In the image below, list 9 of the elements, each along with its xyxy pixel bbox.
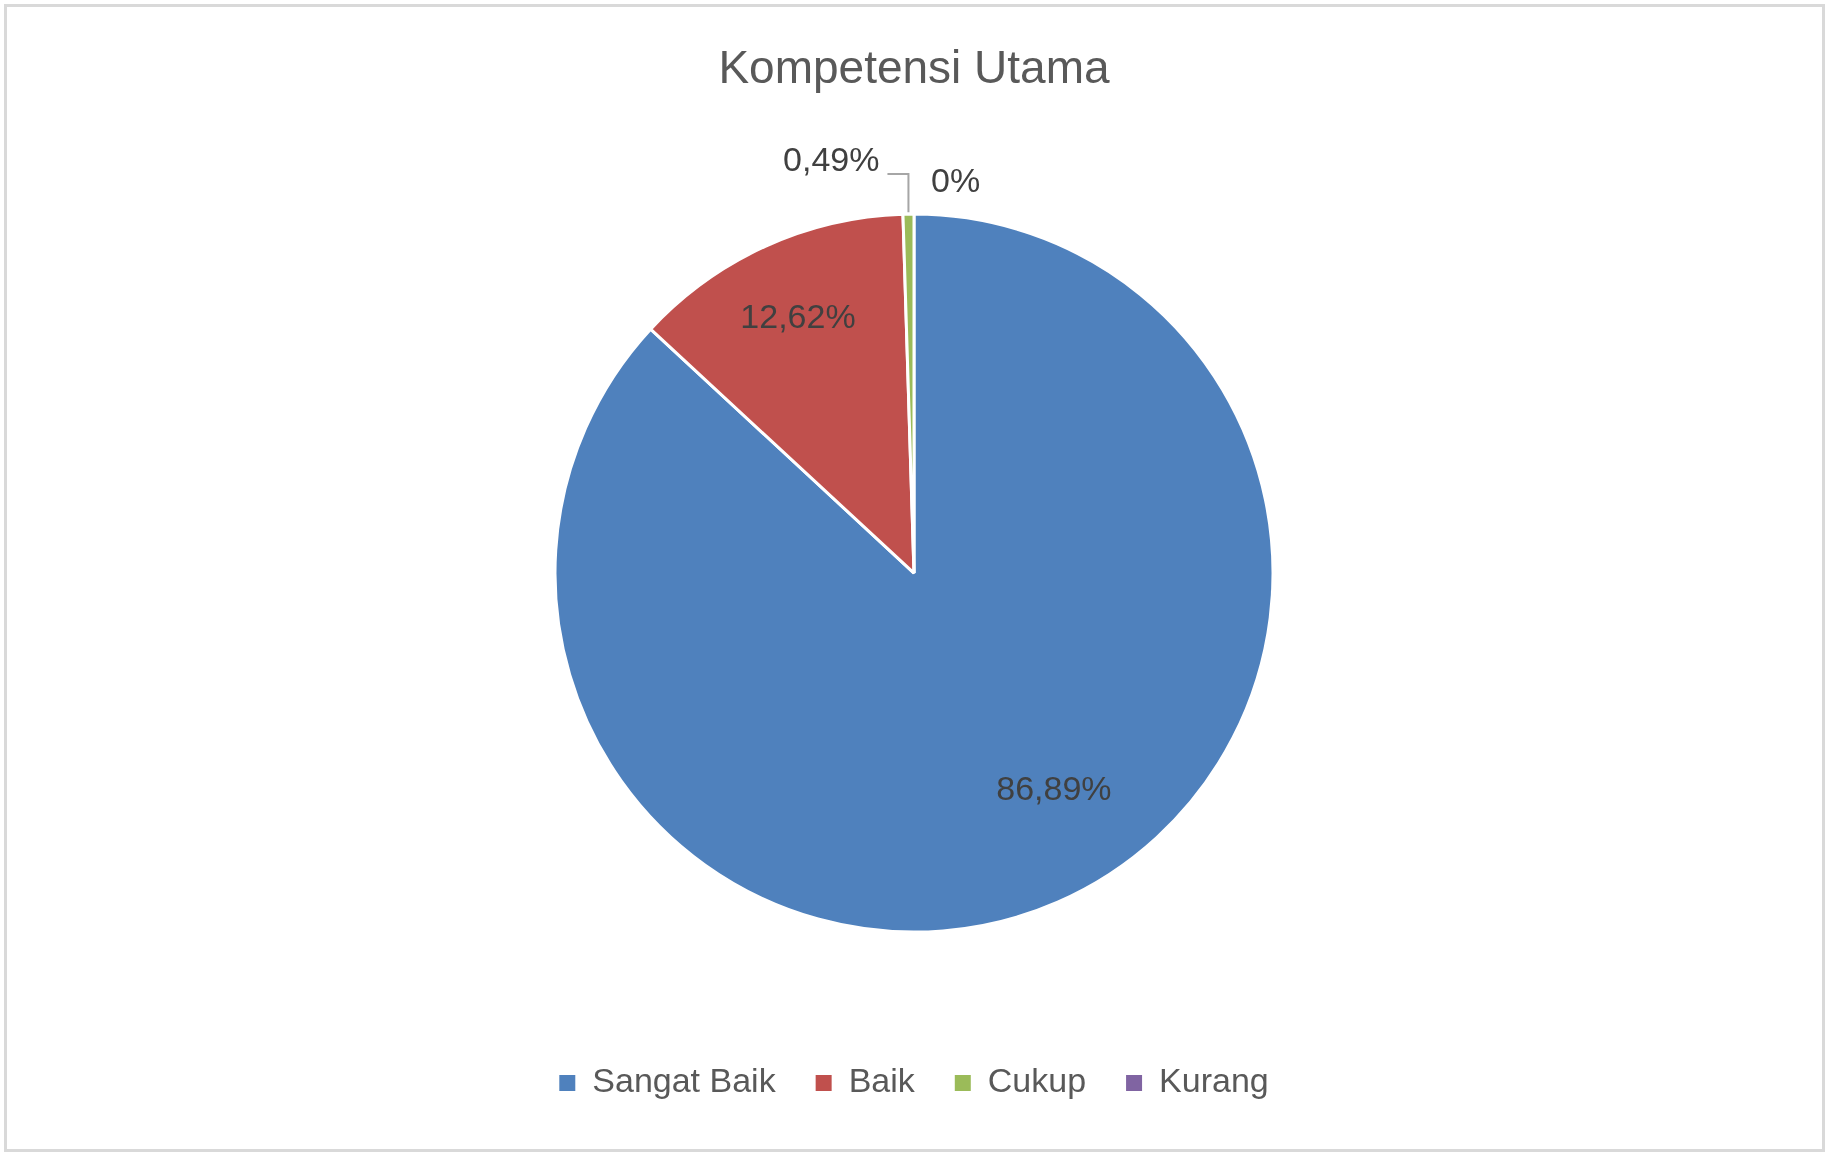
data-label: 86,89% <box>996 768 1112 807</box>
legend-label: Baik <box>848 1061 916 1100</box>
text: 0% <box>931 161 981 200</box>
legend-label: Kurang <box>1159 1061 1269 1100</box>
legend-label: Sangat Baik <box>592 1061 777 1100</box>
chart-title: Kompetensi Utama <box>718 41 1110 94</box>
data-label: 0,49% <box>783 140 880 179</box>
data-label: 12,62% <box>740 296 856 335</box>
legend-label: Cukup <box>987 1061 1087 1100</box>
